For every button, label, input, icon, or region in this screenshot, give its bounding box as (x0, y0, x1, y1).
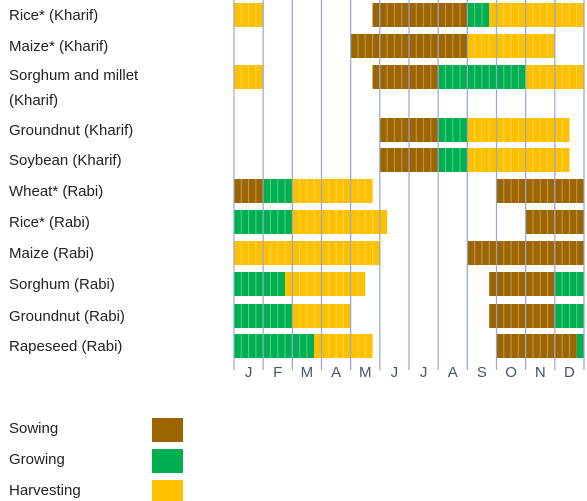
bar-segment (467, 3, 490, 27)
month-label: A (331, 364, 341, 381)
row-label: Groundnut (Rabi) (9, 308, 125, 325)
month-label: J (391, 364, 399, 381)
bars (234, 3, 584, 358)
month-label: A (448, 364, 458, 381)
row-label: Sorghum and millet (Kharif) (9, 67, 139, 109)
bar-segment (234, 334, 315, 358)
bar-segment (292, 210, 388, 234)
month-label: M (301, 364, 314, 381)
bar-segment (234, 179, 264, 203)
legend-swatch (152, 449, 183, 473)
legend-label: Sowing (9, 420, 59, 437)
bar-segment (467, 148, 570, 172)
bar-segment (554, 272, 584, 296)
month-label: F (273, 364, 282, 381)
bar-segment (467, 118, 570, 142)
month-label: O (505, 364, 517, 381)
row-label: Sorghum (Rabi) (9, 276, 115, 293)
month-label: D (564, 364, 575, 381)
bar-segment (489, 272, 555, 296)
row-label: Soybean (Kharif) (9, 152, 122, 169)
row-label: Wheat* (Rabi) (9, 183, 104, 200)
bar-segment (489, 304, 555, 328)
bar-segment (285, 272, 366, 296)
row-label: Rice* (Rabi) (9, 214, 90, 231)
month-lines (233, 0, 585, 370)
bar-segment (554, 304, 584, 328)
month-label: M (359, 364, 372, 381)
bar-segment (576, 334, 584, 358)
month-label: J (420, 364, 428, 381)
bar-segment (372, 3, 468, 27)
bar-segment (372, 65, 439, 89)
bar-segment (234, 3, 264, 27)
row-label: Rapeseed (Rabi) (9, 338, 123, 355)
row-label: Maize (Rabi) (9, 245, 95, 262)
bar-segment (438, 148, 468, 172)
row-label: Groundnut (Kharif) (9, 122, 134, 139)
bar-segment (314, 334, 373, 358)
legend-swatch (152, 480, 183, 501)
bar-segment (263, 179, 293, 203)
row-label: Maize* (Kharif) (9, 38, 109, 55)
legend-swatch (152, 418, 183, 442)
legend-label: Growing (9, 451, 65, 468)
bar-segment (292, 179, 373, 203)
bar-segment (234, 241, 380, 265)
bar-segment (496, 334, 577, 358)
bar-segment (438, 118, 468, 142)
bar-segment (489, 3, 584, 27)
row-label: Rice* (Kharif) (9, 7, 99, 24)
bar-segment (496, 179, 584, 203)
bar-segment (234, 65, 264, 89)
bar-segment (234, 272, 286, 296)
month-label: S (477, 364, 487, 381)
legend-label: Harvesting (9, 482, 81, 499)
month-label: N (535, 364, 546, 381)
bar-segment (467, 34, 555, 58)
month-label: J (245, 364, 253, 381)
bar-segment (438, 65, 526, 89)
